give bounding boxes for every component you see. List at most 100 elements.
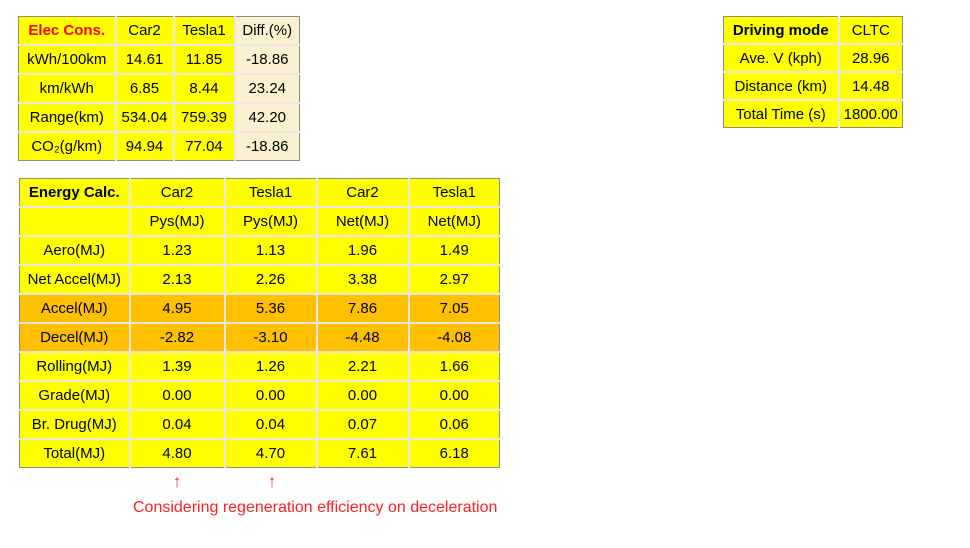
cell: -18.86 (233, 131, 300, 161)
energy-calc-table: Energy Calc. Car2 Tesla1 Car2 Tesla1 Pys… (19, 178, 500, 468)
table-row: km/kWh 6.85 8.44 23.24 (18, 73, 300, 104)
row-label: Accel(MJ) (19, 293, 131, 324)
cell: 7.61 (315, 438, 410, 468)
cell: -3.10 (223, 322, 318, 353)
column-header-tesla1: Tesla1 (223, 178, 318, 208)
cell: 7.05 (407, 293, 500, 324)
column-header-car2: Car2 (114, 16, 175, 46)
cell: 0.00 (223, 380, 318, 411)
row-label: Aero(MJ) (19, 235, 131, 266)
driving-table-title: Driving mode (723, 16, 840, 45)
table-row: CO₂(g/km) 94.94 77.04 -18.86 (18, 131, 300, 161)
cell: 14.48 (837, 71, 903, 101)
row-label: Decel(MJ) (19, 322, 131, 353)
row-label: Total(MJ) (19, 438, 131, 468)
cell: 42.20 (233, 102, 300, 133)
row-label: km/kWh (18, 73, 117, 104)
cell: 0.00 (407, 380, 500, 411)
cell: 11.85 (172, 44, 236, 75)
cell: CLTC (837, 16, 903, 45)
cell: 1.49 (407, 235, 500, 266)
row-label: Net Accel(MJ) (19, 264, 131, 295)
cell: 2.13 (128, 264, 226, 295)
cell: 0.07 (315, 409, 410, 440)
cell: 0.06 (407, 409, 500, 440)
row-label: Grade(MJ) (19, 380, 131, 411)
table-subheader-row: Pys(MJ) Pys(MJ) Net(MJ) Net(MJ) (19, 206, 500, 237)
cell: 0.00 (128, 380, 226, 411)
cell: 1.23 (128, 235, 226, 266)
cell: 1.96 (315, 235, 410, 266)
table-row-highlighted: Decel(MJ) -2.82 -3.10 -4.48 -4.08 (19, 322, 500, 353)
cell: 94.94 (114, 131, 175, 161)
column-subheader: Pys(MJ) (223, 206, 318, 237)
row-label: Total Time (s) (723, 99, 840, 128)
cell: -4.48 (315, 322, 410, 353)
row-label: kWh/100km (18, 44, 117, 75)
row-label: Distance (km) (723, 71, 840, 101)
cell: 6.85 (114, 73, 175, 104)
column-subheader: Net(MJ) (315, 206, 410, 237)
cell: -2.82 (128, 322, 226, 353)
cell: 1800.00 (837, 99, 903, 128)
column-header-diff: Diff.(%) (233, 16, 300, 46)
cell: 1.26 (223, 351, 318, 382)
cell: 4.95 (128, 293, 226, 324)
up-arrow-icon: ↑ (267, 472, 277, 491)
row-label: Br. Drug(MJ) (19, 409, 131, 440)
table-row: Total(MJ) 4.80 4.70 7.61 6.18 (19, 438, 500, 468)
column-header-tesla1: Tesla1 (172, 16, 236, 46)
cell: 4.80 (128, 438, 226, 468)
table-row: Total Time (s) 1800.00 (723, 99, 903, 128)
cell: 14.61 (114, 44, 175, 75)
cell: 534.04 (114, 102, 175, 133)
column-header-tesla1: Tesla1 (407, 178, 500, 208)
cell: 1.39 (128, 351, 226, 382)
cell: 23.24 (233, 73, 300, 104)
column-header-car2: Car2 (128, 178, 226, 208)
cell: -18.86 (233, 44, 300, 75)
row-label: Rolling(MJ) (19, 351, 131, 382)
cell: 6.18 (407, 438, 500, 468)
up-arrow-icon: ↑ (172, 472, 182, 491)
table-row: Rolling(MJ) 1.39 1.26 2.21 1.66 (19, 351, 500, 382)
table-row: kWh/100km 14.61 11.85 -18.86 (18, 44, 300, 75)
table-row: Aero(MJ) 1.23 1.13 1.96 1.49 (19, 235, 500, 266)
table-row: Grade(MJ) 0.00 0.00 0.00 0.00 (19, 380, 500, 411)
table-header-row: Driving mode CLTC (723, 16, 903, 45)
cell: 2.21 (315, 351, 410, 382)
cell: 0.04 (128, 409, 226, 440)
cell: 0.04 (223, 409, 318, 440)
column-subheader: Pys(MJ) (128, 206, 226, 237)
column-subheader: Net(MJ) (407, 206, 500, 237)
table-row: Range(km) 534.04 759.39 42.20 (18, 102, 300, 133)
table-row: Ave. V (kph) 28.96 (723, 43, 903, 73)
elec-consumption-table: Elec Cons. Car2 Tesla1 Diff.(%) kWh/100k… (18, 16, 300, 161)
cell: 7.86 (315, 293, 410, 324)
cell: 1.66 (407, 351, 500, 382)
energy-table-title: Energy Calc. (19, 178, 131, 208)
table-row-highlighted: Accel(MJ) 4.95 5.36 7.86 7.05 (19, 293, 500, 324)
table-header-row: Elec Cons. Car2 Tesla1 Diff.(%) (18, 16, 300, 46)
cell: 77.04 (172, 131, 236, 161)
cell: 759.39 (172, 102, 236, 133)
row-label: Range(km) (18, 102, 117, 133)
cell: -4.08 (407, 322, 500, 353)
table-row: Net Accel(MJ) 2.13 2.26 3.38 2.97 (19, 264, 500, 295)
empty-cell (19, 206, 131, 237)
table-header-row: Energy Calc. Car2 Tesla1 Car2 Tesla1 (19, 178, 500, 208)
cell: 28.96 (837, 43, 903, 73)
table-row: Distance (km) 14.48 (723, 71, 903, 101)
annotation-caption: Considering regeneration efficiency on d… (133, 499, 498, 516)
driving-mode-table: Driving mode CLTC Ave. V (kph) 28.96 Dis… (723, 16, 903, 128)
cell: 5.36 (223, 293, 318, 324)
elec-table-title: Elec Cons. (18, 16, 117, 46)
table-row: Br. Drug(MJ) 0.04 0.04 0.07 0.06 (19, 409, 500, 440)
cell: 0.00 (315, 380, 410, 411)
cell: 2.97 (407, 264, 500, 295)
row-label: CO₂(g/km) (18, 131, 117, 161)
cell: 2.26 (223, 264, 318, 295)
cell: 4.70 (223, 438, 318, 468)
column-header-car2: Car2 (315, 178, 410, 208)
cell: 3.38 (315, 264, 410, 295)
